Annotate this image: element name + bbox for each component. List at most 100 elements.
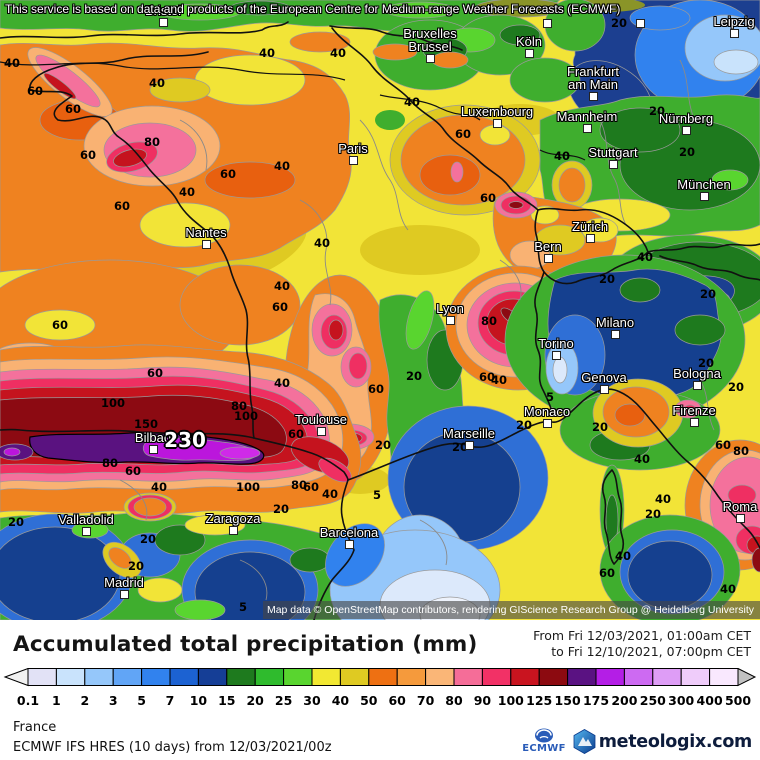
city-marker (609, 160, 618, 169)
scale-box (339, 668, 370, 686)
contour-label: 60 (219, 167, 237, 181)
contour-label: 20 (699, 287, 717, 301)
city-label: Monaco (523, 404, 571, 420)
contour-label: 40 (313, 236, 331, 250)
contour-label: 150 (133, 417, 159, 431)
scale-box (709, 668, 739, 686)
contour-label: 20 (678, 145, 696, 159)
city-label: Mannheim (556, 109, 618, 125)
contour-label: 60 (51, 318, 69, 332)
precipitation-max-label: 230 (164, 428, 206, 452)
scale-tick: 2 (80, 693, 89, 708)
contour-label: 60 (287, 427, 305, 441)
city-marker (120, 590, 129, 599)
city-marker (736, 514, 745, 523)
contour-label: 60 (479, 191, 497, 205)
scale-tick: 40 (332, 693, 350, 708)
city-marker (700, 192, 709, 201)
contour-label: 40 (178, 185, 196, 199)
forecast-period: From Fri 12/03/2021, 01:00am CET to Fri … (533, 628, 751, 660)
contour-label: 40 (273, 376, 291, 390)
city-label: Bilbao (134, 430, 172, 446)
city-label: Barcelona (319, 525, 379, 541)
city-marker (543, 419, 552, 428)
city-label: München (677, 177, 731, 193)
scale-tick: 0.1 (17, 693, 39, 708)
contour-label: 20 (374, 438, 392, 452)
city-label: Zürich (571, 219, 609, 235)
scale-box (595, 668, 625, 686)
color-scale: 0.1 1 2 3 5 7 10 15 20 25 30 40 50 60 70 80 90 100 125 150 1… (3, 668, 757, 708)
scale-tick: 150 (555, 693, 581, 708)
contour-label: 100 (100, 396, 126, 410)
map-attribution[interactable]: Map data © OpenStreetMap contributors, r… (262, 601, 760, 619)
scale-box (55, 668, 86, 686)
scale-tick: 15 (218, 693, 235, 708)
contour-label: 20 (598, 272, 616, 286)
contour-label: 40 (273, 279, 291, 293)
contour-label: 60 (714, 438, 732, 452)
contour-label: 20 (7, 515, 25, 529)
scale-tick: 20 (246, 693, 264, 708)
scale-tick: 250 (640, 693, 666, 708)
contour-label: 40 (148, 76, 166, 90)
city-marker (552, 351, 561, 360)
meteologix-logo[interactable]: meteologix.com (573, 729, 752, 754)
scale-box (226, 668, 256, 686)
city-label: Firenze (672, 403, 716, 419)
contour-label: 20 (405, 369, 423, 383)
contour-label: 100 (235, 480, 261, 494)
city-marker (493, 119, 502, 128)
contour-label: 5 (372, 488, 382, 502)
city-marker (426, 54, 435, 63)
scale-tick: 400 (697, 693, 723, 708)
city-marker (82, 527, 91, 536)
contour-label: 20 (727, 380, 745, 394)
scale-tick: 7 (166, 693, 175, 708)
scale-tick: 70 (417, 693, 435, 708)
contour-label: 20 (515, 418, 533, 432)
city-label: Lyon (436, 301, 464, 317)
city-marker (690, 418, 699, 427)
city-marker (586, 234, 595, 243)
city-label: Bruxelles Brussel (403, 25, 457, 55)
scale-tick: 100 (498, 693, 524, 708)
city-label: Valladolid (58, 512, 114, 528)
contour-label: 60 (271, 300, 289, 314)
legend-title: Accumulated total precipitation (mm) (13, 632, 478, 657)
scale-tick: 3 (109, 693, 118, 708)
scale-tick: 80 (445, 693, 463, 708)
city-marker (345, 540, 354, 549)
scale-box (538, 668, 569, 686)
scale-box (112, 668, 143, 686)
legend-panel: Accumulated total precipitation (mm) Fro… (0, 620, 760, 760)
scale-tick: 90 (474, 693, 492, 708)
city-label: Bern (534, 239, 562, 255)
city-marker (159, 18, 168, 27)
city-marker (589, 92, 598, 101)
city-label: Roma (722, 499, 758, 515)
ecmwf-logo[interactable]: ECMWF (522, 728, 565, 754)
contour-label: 80 (230, 399, 248, 413)
scale-tick: 1 (52, 693, 61, 708)
contour-label: 40 (633, 452, 651, 466)
scale-box (481, 668, 512, 686)
contour-label: 60 (113, 199, 131, 213)
contour-label: 40 (321, 487, 339, 501)
city-label: Milano (595, 315, 635, 331)
scale-arrow (737, 668, 757, 687)
scale-box (254, 668, 285, 686)
contour-label: 20 (610, 16, 628, 30)
scale-box (623, 668, 654, 686)
city-marker (229, 526, 238, 535)
contour-label: 40 (150, 480, 168, 494)
scale-box (197, 668, 228, 686)
scale-box (453, 668, 483, 686)
scale-box (84, 668, 114, 686)
contour-label: 40 (490, 373, 508, 387)
city-label: Frankfurt am Main (566, 63, 620, 93)
contour-label: 20 (272, 502, 290, 516)
city-label: Bologna (673, 366, 721, 382)
scale-tick: 30 (303, 693, 321, 708)
